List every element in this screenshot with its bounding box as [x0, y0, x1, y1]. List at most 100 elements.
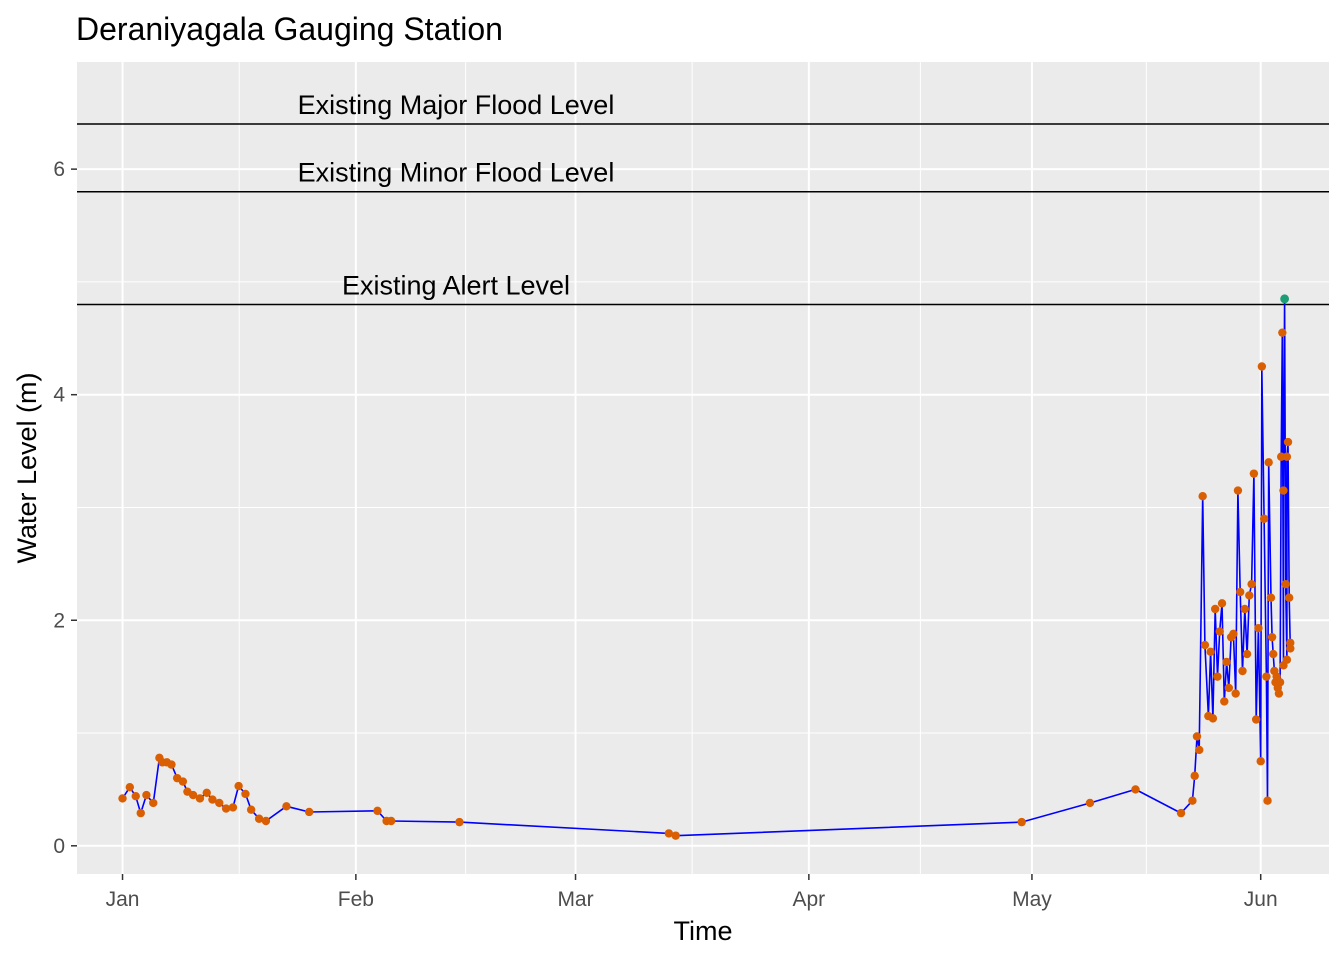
x-axis-ticks: Jan Feb Mar Apr May Jun — [106, 874, 1278, 911]
data-point — [1222, 657, 1231, 667]
data-point — [246, 805, 256, 814]
data-point — [1284, 593, 1294, 602]
data-point — [202, 788, 211, 797]
data-point — [304, 807, 314, 817]
data-point — [1279, 486, 1288, 495]
data-point — [1208, 714, 1218, 723]
data-point — [1206, 647, 1215, 657]
data-point — [1176, 808, 1186, 818]
data-point — [1220, 697, 1229, 706]
data-point — [136, 808, 145, 818]
data-point — [1275, 678, 1285, 687]
data-point — [1236, 587, 1245, 597]
data-point — [1282, 655, 1292, 664]
data-point — [178, 777, 188, 786]
data-point — [1213, 672, 1222, 681]
data-point — [1229, 629, 1238, 638]
data-point — [1245, 591, 1254, 600]
data-point — [1264, 458, 1273, 467]
data-point — [1249, 469, 1259, 478]
plot-panel — [77, 62, 1329, 874]
data-point — [1283, 437, 1293, 447]
data-point — [1257, 362, 1267, 371]
x-tick-label: Mar — [557, 888, 593, 911]
data-point — [1259, 514, 1269, 523]
data-point — [1238, 666, 1247, 676]
data-point — [1217, 599, 1227, 608]
grid-minor — [77, 62, 1329, 874]
data-point — [261, 816, 271, 826]
data-point — [455, 817, 464, 827]
data-point — [149, 798, 158, 808]
reference-lines: Existing Major Flood Level Existing Minor… — [77, 90, 1329, 306]
y-axis-title: Water Level (m) — [12, 372, 42, 563]
x-axis-title: Time — [674, 916, 733, 946]
data-point — [1254, 623, 1263, 633]
data-point — [1188, 796, 1197, 805]
data-point — [1195, 745, 1204, 755]
data-point — [1224, 683, 1234, 693]
data-point — [1262, 672, 1271, 681]
data-point — [1251, 715, 1261, 724]
data-point — [1240, 604, 1249, 614]
data-point — [254, 814, 264, 823]
chart-title: Deraniyagala Gauging Station — [76, 11, 503, 47]
y-tick-label: 4 — [53, 384, 65, 407]
data-point — [1242, 649, 1252, 659]
x-tick-label: Apr — [793, 888, 826, 911]
data-point — [1263, 796, 1272, 805]
data-point — [1286, 638, 1295, 648]
reference-line-label: Existing Minor Flood Level — [298, 158, 615, 188]
reference-line-label: Existing Major Flood Level — [298, 90, 615, 120]
data-point — [1215, 627, 1224, 636]
data-point — [125, 782, 135, 792]
data-point — [1192, 732, 1202, 741]
data-point — [221, 804, 231, 813]
data-point — [1281, 579, 1290, 589]
data-point — [1266, 593, 1276, 602]
data-point — [1278, 328, 1287, 337]
y-tick-label: 6 — [53, 158, 65, 181]
data-point — [671, 831, 680, 840]
data-point — [1247, 579, 1256, 589]
data-point — [215, 798, 224, 808]
data-point — [1269, 649, 1278, 659]
data-point — [195, 794, 205, 803]
data-point — [1231, 689, 1240, 698]
data-point — [1282, 452, 1292, 461]
reference-line-label: Existing Alert Level — [342, 270, 570, 300]
peak-point — [1280, 294, 1290, 304]
data-point — [282, 802, 291, 811]
data-point — [131, 791, 140, 801]
x-tick-label: Jun — [1244, 888, 1278, 911]
x-tick-label: Jan — [106, 888, 140, 911]
data-point — [118, 794, 127, 803]
data-point — [1210, 604, 1220, 614]
data-point — [1274, 689, 1284, 698]
x-tick-label: Feb — [338, 888, 374, 911]
data-point — [228, 803, 238, 812]
data-point — [234, 781, 243, 791]
data-point — [386, 816, 396, 826]
x-tick-label: May — [1012, 888, 1052, 911]
data-point — [208, 795, 217, 804]
data-point — [188, 790, 198, 800]
y-tick-label: 2 — [53, 609, 65, 632]
data-point — [1198, 491, 1207, 501]
data-point — [1017, 817, 1026, 827]
data-point — [167, 760, 176, 769]
data-point — [373, 806, 382, 816]
data-point — [241, 789, 250, 799]
series-points — [118, 294, 1295, 840]
data-point — [664, 829, 674, 838]
data-point — [1267, 632, 1277, 642]
data-point — [1200, 640, 1210, 650]
y-tick-label: 0 — [53, 835, 65, 858]
data-point — [1131, 785, 1140, 794]
data-point — [142, 790, 151, 800]
data-point — [1085, 798, 1095, 808]
data-point — [1233, 486, 1243, 495]
data-point — [1256, 757, 1265, 766]
data-point — [1190, 771, 1199, 781]
